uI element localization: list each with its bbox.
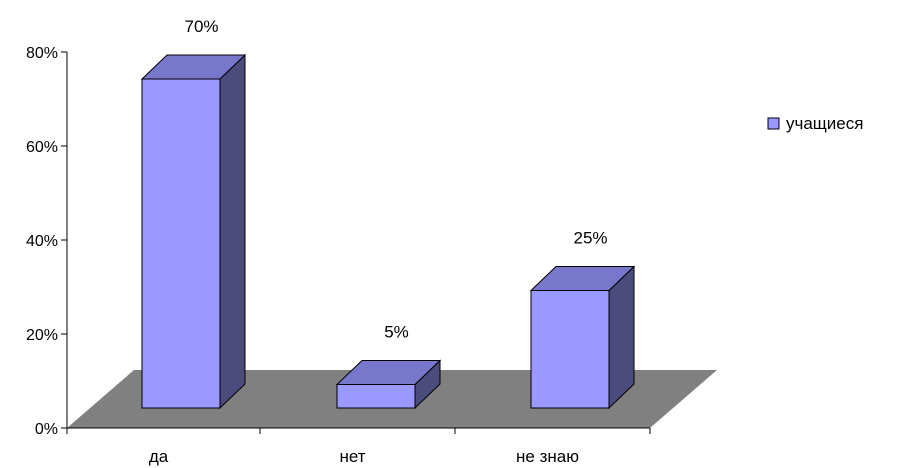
y-tick-label: 20%: [26, 327, 58, 344]
bar-side: [608, 265, 635, 410]
bar-top: [529, 266, 636, 291]
data-labels: 70% 5% 25%: [184, 17, 607, 342]
x-tick-label: не знаю: [516, 447, 579, 466]
x-tick-label: да: [149, 447, 169, 466]
data-label: 25%: [573, 229, 607, 248]
y-axis: 0% 20% 40% 60% 80%: [26, 45, 68, 438]
bar: [529, 265, 636, 410]
data-label: 5%: [384, 323, 409, 342]
bar-front: [141, 78, 221, 409]
bar: [140, 53, 247, 410]
data-label: 70%: [184, 17, 218, 36]
y-tick-label: 80%: [26, 45, 58, 62]
bars: [140, 53, 636, 410]
bar-side: [219, 53, 246, 410]
bar: [335, 359, 442, 410]
bar-front: [336, 384, 416, 409]
bar-top: [335, 360, 442, 385]
x-tick-label: нет: [339, 447, 365, 466]
y-tick-label: 60%: [26, 139, 58, 156]
x-axis: да нет не знаю: [66, 427, 651, 466]
y-tick-label: 40%: [26, 233, 58, 250]
y-tick-label: 0%: [35, 421, 58, 438]
legend-swatch: [767, 117, 780, 130]
legend-label: учащиеся: [786, 114, 863, 133]
legend: учащиеся: [767, 114, 863, 133]
bar-top: [140, 54, 247, 80]
bar-front: [530, 290, 610, 409]
